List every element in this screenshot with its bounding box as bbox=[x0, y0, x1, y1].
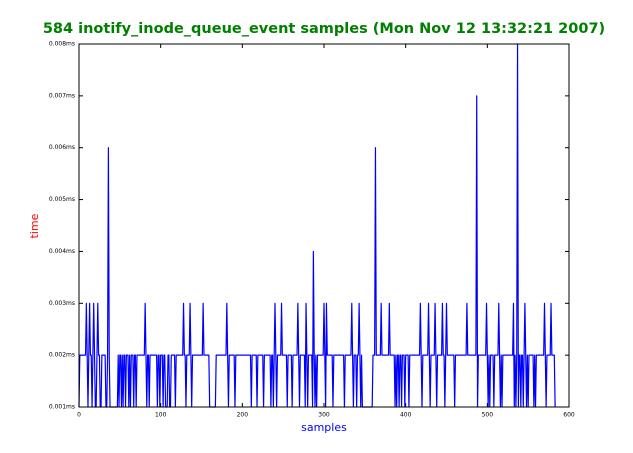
y-tick-label: 0.004ms bbox=[49, 248, 75, 255]
data-line bbox=[78, 43, 556, 408]
y-tick-label: 0.006ms bbox=[49, 144, 75, 151]
y-tick-label: 0.002ms bbox=[49, 352, 75, 359]
x-tick-label: 0 bbox=[77, 412, 81, 419]
y-tick-label: 0.003ms bbox=[49, 300, 75, 307]
x-tick-label: 400 bbox=[400, 412, 412, 419]
x-tick-label: 200 bbox=[237, 412, 249, 419]
y-tick-label: 0.001ms bbox=[49, 404, 75, 411]
y-tick-label: 0.008ms bbox=[49, 41, 75, 48]
y-tick-label: 0.005ms bbox=[49, 196, 75, 203]
y-tick-label: 0.007ms bbox=[49, 92, 75, 99]
x-tick-label: 600 bbox=[563, 412, 575, 419]
x-tick-label: 300 bbox=[318, 412, 330, 419]
x-axis-label: samples bbox=[301, 421, 347, 434]
plot-frame bbox=[78, 43, 570, 408]
y-axis-label: time bbox=[28, 213, 41, 238]
chart-title: 584 inotify_inode_queue_event samples (M… bbox=[43, 21, 605, 37]
x-tick-label: 100 bbox=[155, 412, 167, 419]
x-tick-label: 500 bbox=[482, 412, 494, 419]
